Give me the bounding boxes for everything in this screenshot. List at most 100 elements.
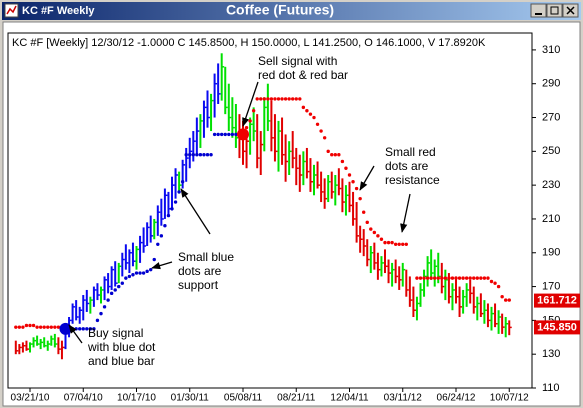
resistance-dot [340,159,345,164]
support-dot [163,224,167,228]
y-tick-label: 250 [542,145,560,157]
resistance-dot [291,97,295,101]
resistance-dot [24,323,29,328]
support-dot [152,257,156,262]
support-dot [205,153,210,157]
support-dot [95,318,100,323]
support-dot [170,207,174,211]
annotation-text: Small blue [178,250,234,264]
x-tick-label: 08/21/11 [277,393,316,404]
y-tick-label: 230 [542,179,560,191]
annotation-text: resistance [385,173,440,187]
support-dot [166,213,171,218]
resistance-dot [369,227,373,231]
resistance-dot [468,276,472,280]
support-dot [177,190,181,194]
support-dot [198,153,203,157]
resistance-dot [14,325,18,329]
resistance-dot [383,240,387,245]
resistance-dot [17,325,22,329]
support-dot [195,153,199,157]
support-dot [216,132,220,137]
resistance-dot [362,210,366,214]
support-dot [234,132,238,137]
support-dot [220,132,224,137]
resistance-dot [447,276,451,280]
resistance-dot [401,242,405,247]
resistance-dot [337,153,341,157]
resistance-dot [280,97,284,101]
resistance-dot [486,276,490,280]
resistance-dot [21,325,25,329]
signal-dot [59,322,72,335]
resistance-dot [422,276,426,280]
support-dot [227,132,231,137]
resistance-dot [287,97,291,101]
y-tick-label: 190 [542,247,560,259]
resistance-dot [326,149,330,154]
annotation-text: Small red [385,145,436,159]
support-dot [138,271,142,275]
resistance-dot [461,276,465,280]
resistance-dot [38,325,43,329]
resistance-dot [475,276,479,280]
resistance-dot [443,276,448,280]
y-tick-label: 170 [542,280,560,292]
support-dot [102,305,107,309]
resistance-dot [393,242,398,247]
resistance-dot [365,220,369,225]
annotation-text: with blue dot [87,340,156,354]
annotation-text: Buy signal [88,326,143,340]
resistance-dot [351,180,355,184]
annotation-text: dots are [385,159,429,173]
resistance-dot [276,97,281,101]
x-tick-label: 03/21/10 [11,393,50,404]
resistance-dot [457,276,462,280]
resistance-dot [53,325,57,329]
window-caption: KC #F Weekly [22,5,95,17]
resistance-dot [305,109,309,113]
resistance-dot [308,112,313,116]
resistance-dot [31,323,36,328]
resistance-dot [319,129,323,133]
minimize-button[interactable] [530,3,547,18]
resistance-dot [386,240,391,245]
support-dot [184,153,188,157]
support-dot [81,327,85,331]
resistance-dot [429,276,433,280]
resistance-dot [397,242,401,247]
resistance-dot [322,136,327,140]
support-dot [134,271,139,275]
resistance-dot [255,97,259,101]
resistance-dot [244,125,249,130]
support-dot [141,271,146,275]
resistance-dot [49,325,53,329]
annotation-text: Sell signal with [258,54,337,68]
resistance-dot [500,295,504,299]
support-dot [149,267,153,272]
x-tick-label: 05/08/11 [224,393,263,404]
resistance-dot [390,240,394,245]
resistance-dot [259,97,263,101]
support-dot [230,132,235,137]
support-dot [117,284,121,289]
resistance-dot [266,97,270,101]
window-title: Coffee (Futures) [226,2,334,18]
support-dot [191,153,195,157]
resistance-dot [464,276,469,280]
annotation-text: red dot & red bar [258,68,348,82]
resistance-dot [504,298,508,302]
annotation-text: and blue bar [88,354,155,368]
maximize-button[interactable] [546,3,563,18]
y-tick-label: 310 [542,44,560,56]
resistance-dot [418,276,423,280]
resistance-dot [507,298,511,302]
annotation-arrow [68,324,83,344]
title-bar [2,2,581,20]
resistance-dot [404,242,408,247]
resistance-dot [436,276,440,280]
resistance-dot [479,276,483,280]
y-tick-label: 290 [542,78,560,90]
support-dot [145,269,149,274]
